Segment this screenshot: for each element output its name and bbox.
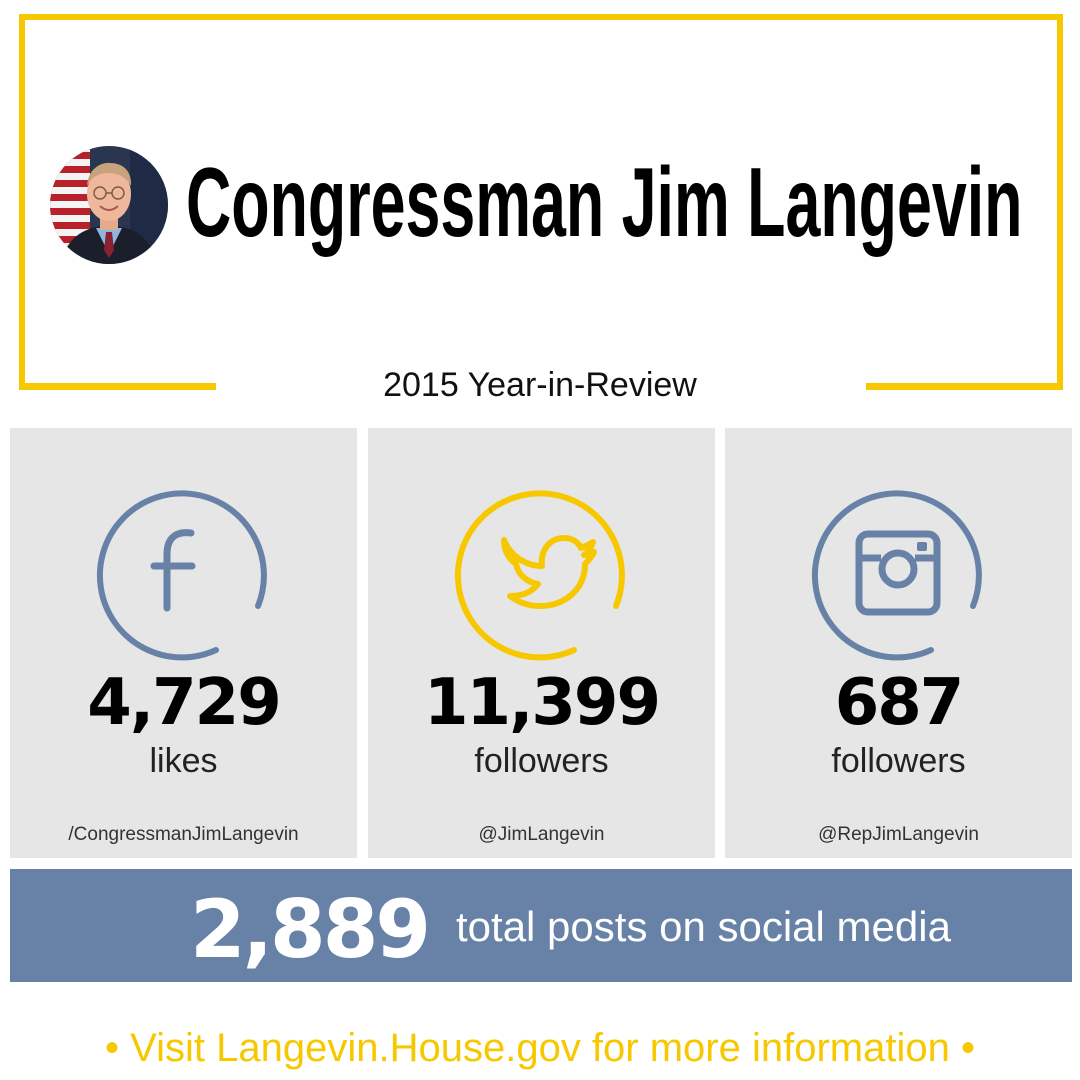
twitter-icon[interactable] xyxy=(368,428,715,678)
twitter-unit: followers xyxy=(474,742,609,780)
twitter-count: 11,399 xyxy=(424,666,661,740)
total-posts-count: 2,889 xyxy=(190,883,431,976)
avatar xyxy=(50,146,168,264)
total-posts-banner: 2,889 total posts on social media xyxy=(10,869,1072,982)
subtitle: 2015 Year-in-Review xyxy=(383,366,697,404)
instagram-card: 687 followers @RepJimLangevin xyxy=(725,428,1072,858)
frame-bottom-left xyxy=(19,383,216,390)
facebook-unit: likes xyxy=(149,742,218,780)
footer-link[interactable]: • Visit Langevin.House.gov for more info… xyxy=(105,1026,975,1070)
instagram-icon[interactable] xyxy=(725,428,1072,678)
instagram-handle[interactable]: @RepJimLangevin xyxy=(818,824,979,845)
instagram-unit: followers xyxy=(831,742,966,780)
facebook-count: 4,729 xyxy=(87,666,281,740)
frame-left xyxy=(19,14,25,390)
frame-bottom-right xyxy=(866,383,1063,390)
page-title: Congressman Jim Langevin xyxy=(186,147,1023,257)
facebook-icon[interactable] xyxy=(10,428,357,678)
frame-top xyxy=(19,14,1063,20)
facebook-card: 4,729 likes /CongressmanJimLangevin xyxy=(10,428,357,858)
total-posts-label: total posts on social media xyxy=(456,903,951,950)
facebook-handle[interactable]: /CongressmanJimLangevin xyxy=(68,824,299,845)
twitter-card: 11,399 followers @JimLangevin xyxy=(368,428,715,858)
frame-right xyxy=(1057,14,1063,390)
twitter-handle[interactable]: @JimLangevin xyxy=(478,824,605,845)
instagram-count: 687 xyxy=(834,666,965,740)
